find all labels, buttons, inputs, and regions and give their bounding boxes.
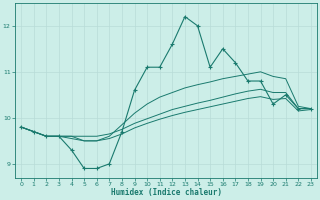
- X-axis label: Humidex (Indice chaleur): Humidex (Indice chaleur): [110, 188, 221, 197]
